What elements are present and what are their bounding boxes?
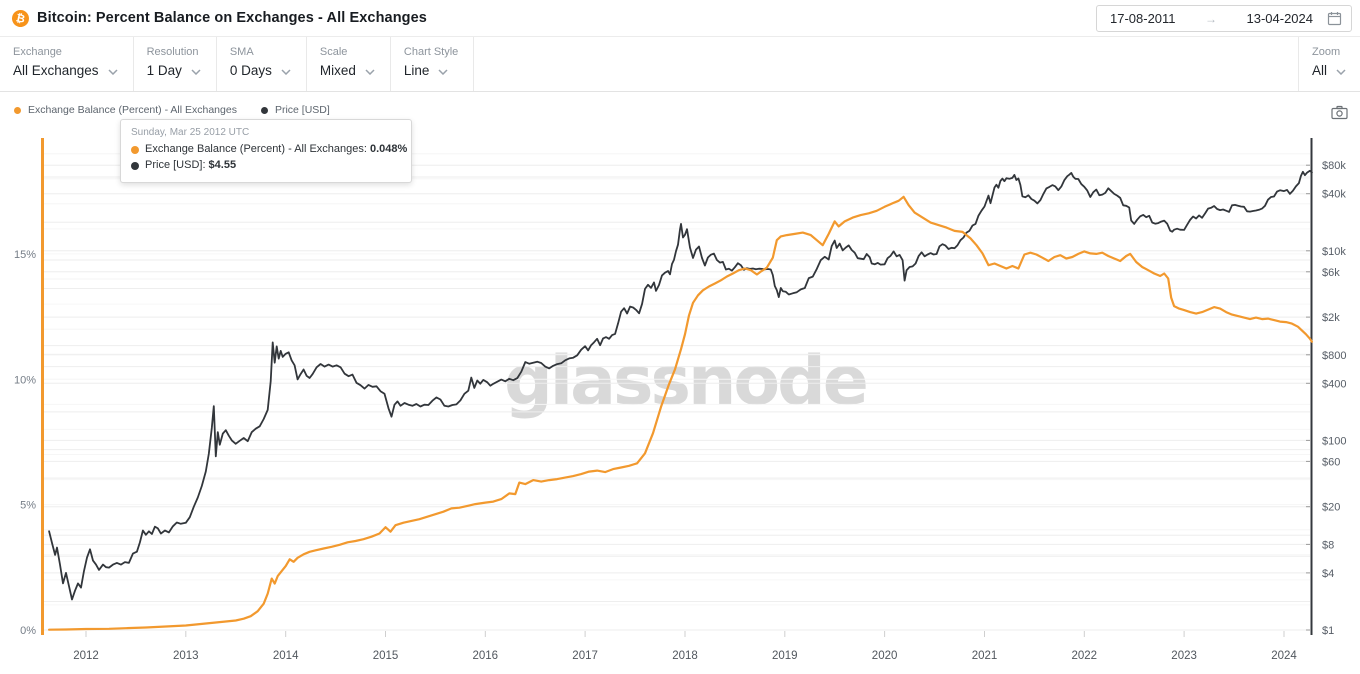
camera-icon[interactable] (1331, 105, 1348, 125)
right-axis-tick-label: $6k (1322, 267, 1340, 279)
right-axis-tick-label: $100 (1322, 435, 1346, 447)
balance-series-line (47, 195, 1314, 631)
left-axis-tick-label: 10% (14, 374, 36, 386)
x-axis-tick-label: 2019 (772, 650, 798, 662)
chevron-down-icon (1336, 68, 1346, 75)
x-axis-tick-label: 2012 (73, 650, 99, 662)
dark-dot-icon (260, 106, 268, 114)
legend-balance-label: Exchange Balance (Percent) - All Exchang… (28, 104, 237, 116)
tooltip-date: Sunday, Mar 25 2012 UTC (131, 127, 250, 138)
sma-dropdown[interactable]: SMA 0 Days (215, 37, 306, 91)
resolution-value: 1 Day (146, 63, 182, 78)
x-axis-tick-label: 2016 (473, 650, 499, 662)
left-axis-tick-label: 5% (20, 500, 36, 512)
legend-item-balance[interactable]: Exchange Balance (Percent) - All Exchang… (14, 104, 237, 116)
x-axis-tick-label: 2021 (972, 650, 998, 662)
exchange-value: All Exchanges (13, 63, 99, 78)
chevron-down-icon (191, 68, 201, 75)
chart-legend: Exchange Balance (Percent) - All Exchang… (14, 104, 330, 116)
right-axis-tick-label: $1 (1322, 625, 1334, 637)
right-axis-tick-label: $20 (1322, 502, 1340, 514)
legend-price-label: Price [USD] (274, 104, 330, 116)
legend-item-price[interactable]: Price [USD] (260, 104, 330, 116)
x-axis-tick-label: 2017 (572, 650, 598, 662)
right-axis-tick-label: $8 (1322, 539, 1334, 551)
chart-plot-area[interactable]: glassnode 2012 2013 2014 2015 2016 2017 2018 20… (0, 93, 1360, 674)
exchange-label: Exchange (13, 46, 62, 58)
x-axis-tick-label: 2022 (1072, 650, 1098, 662)
toolbar: Exchange All Exchanges Resolution 1 Day … (0, 37, 1360, 92)
header: ₿ Bitcoin: Percent Balance on Exchanges … (0, 0, 1360, 37)
scale-value: Mixed (319, 63, 356, 78)
date-range-picker[interactable]: 17-08-2011 → 13-04-2024 (1096, 5, 1352, 32)
chart-style-label: Chart Style (403, 46, 459, 58)
x-axis-tick-label: 2024 (1271, 650, 1297, 662)
dark-dot-icon (131, 161, 139, 170)
chart-style-value: Line (403, 63, 430, 78)
chart-tooltip: Sunday, Mar 25 2012 UTC Exchange Balance… (120, 119, 412, 183)
chevron-down-icon (108, 68, 118, 75)
zoom-label: Zoom (1311, 46, 1341, 58)
x-axis-tick-label: 2015 (373, 650, 399, 662)
scale-label: Scale (319, 46, 348, 58)
resolution-dropdown[interactable]: Resolution 1 Day (132, 37, 216, 91)
orange-dot-icon (131, 145, 139, 154)
x-axis-tick-label: 2023 (1171, 650, 1197, 662)
tooltip-row-balance: Exchange Balance (Percent) - All Exchang… (131, 142, 407, 158)
chevron-down-icon (365, 68, 375, 75)
scale-dropdown[interactable]: Scale Mixed (305, 37, 390, 91)
resolution-label: Resolution (146, 46, 199, 58)
date-end-input[interactable]: 13-04-2024 (1246, 11, 1314, 26)
right-axis-tick-label: $2k (1322, 312, 1340, 324)
left-axis-tick-label: 15% (14, 249, 36, 261)
sma-label: SMA (229, 46, 254, 58)
right-axis-tick-label: $40k (1322, 189, 1346, 201)
chevron-down-icon (281, 68, 291, 75)
page-title: Bitcoin: Percent Balance on Exchanges - … (37, 10, 427, 26)
chevron-down-icon (438, 68, 448, 75)
right-axis-tick-label: $400 (1322, 378, 1346, 390)
x-axis-tick-label: 2020 (872, 650, 898, 662)
sma-value: 0 Days (229, 63, 272, 78)
chart-style-dropdown[interactable]: Chart Style Line (389, 37, 475, 91)
right-axis-tick-label: $4 (1322, 568, 1334, 580)
price-series-line (48, 169, 1313, 601)
exchange-dropdown[interactable]: Exchange All Exchanges (0, 37, 133, 91)
calendar-icon[interactable] (1327, 11, 1342, 26)
right-axis-tick-label: $60 (1322, 456, 1340, 468)
date-arrow-icon: → (1205, 11, 1218, 26)
left-axis-tick-label: 0% (20, 625, 36, 637)
orange-dot-icon (14, 106, 21, 114)
x-axis-tick-label: 2018 (672, 650, 698, 662)
right-axis-tick-label: $10k (1322, 246, 1346, 258)
tooltip-row-price: Price [USD]: $4.55 (131, 158, 401, 174)
x-axis-tick-label: 2013 (173, 650, 199, 662)
x-axis-tick-label: 2014 (273, 650, 299, 662)
zoom-value: All (1311, 63, 1327, 78)
date-start-input[interactable]: 17-08-2011 (1110, 11, 1176, 26)
zoom-dropdown[interactable]: Zoom All (1297, 37, 1360, 91)
right-axis-tick-label: $800 (1322, 350, 1346, 362)
right-axis-tick-label: $80k (1322, 160, 1346, 172)
